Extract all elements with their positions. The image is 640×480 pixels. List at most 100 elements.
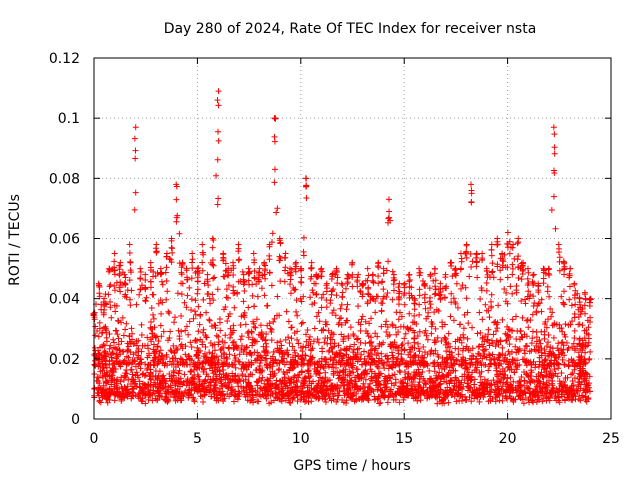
data-point — [243, 383, 250, 390]
data-point — [322, 361, 329, 368]
data-point — [190, 394, 197, 401]
data-point — [135, 361, 142, 368]
data-point — [542, 318, 549, 325]
data-point — [273, 381, 280, 388]
data-point — [404, 373, 411, 380]
data-point — [580, 375, 587, 382]
data-point — [579, 322, 586, 329]
data-point — [437, 280, 444, 287]
data-point — [585, 382, 592, 389]
data-point — [384, 384, 391, 391]
data-point — [349, 271, 356, 278]
data-point — [318, 358, 325, 365]
data-point — [556, 378, 563, 385]
data-point — [535, 300, 542, 307]
data-point — [489, 340, 496, 347]
data-point — [286, 366, 293, 373]
data-point — [171, 349, 178, 356]
data-point — [98, 330, 105, 337]
data-point — [313, 370, 320, 377]
y-axis-tick-labels: 00.020.040.060.080.10.12 — [49, 51, 80, 428]
data-point — [312, 280, 319, 287]
data-point — [122, 326, 129, 333]
data-point — [348, 393, 355, 400]
data-point — [206, 365, 213, 372]
data-point — [400, 292, 407, 299]
data-point — [520, 400, 527, 407]
data-point — [494, 325, 501, 332]
data-point — [162, 269, 169, 276]
data-point — [319, 345, 326, 352]
data-point — [358, 316, 365, 323]
data-point — [98, 352, 105, 359]
data-point — [206, 379, 213, 386]
data-point — [170, 372, 177, 379]
data-point — [400, 323, 407, 330]
data-point — [565, 389, 572, 396]
data-point — [297, 383, 304, 390]
data-point — [462, 345, 469, 352]
data-point — [463, 295, 470, 302]
data-point — [137, 365, 144, 372]
data-point — [427, 294, 434, 301]
data-point — [449, 367, 456, 374]
data-point — [519, 268, 526, 275]
data-point — [536, 300, 543, 307]
data-point — [368, 373, 375, 380]
data-point — [517, 388, 524, 395]
data-point — [555, 340, 562, 347]
data-point — [344, 279, 351, 286]
data-point — [293, 378, 300, 385]
data-point — [150, 379, 157, 386]
data-point — [153, 248, 160, 255]
data-point — [517, 381, 524, 388]
data-point — [210, 262, 217, 269]
data-point — [457, 285, 464, 292]
x-tick-label: 10 — [292, 431, 310, 447]
data-point — [430, 384, 437, 391]
data-point — [504, 240, 511, 247]
data-point — [268, 337, 275, 344]
data-point — [458, 379, 465, 386]
data-point — [561, 263, 568, 270]
data-point — [375, 370, 382, 377]
data-point — [389, 349, 396, 356]
data-point — [404, 324, 411, 331]
data-point — [499, 351, 506, 358]
data-point — [582, 389, 589, 396]
data-point — [471, 381, 478, 388]
data-point — [159, 281, 166, 288]
data-point — [530, 271, 537, 278]
data-point — [138, 282, 145, 289]
data-point — [230, 338, 237, 345]
data-point — [151, 324, 158, 331]
data-point — [447, 386, 454, 393]
data-point — [499, 344, 506, 351]
data-point — [522, 358, 529, 365]
data-point — [451, 382, 458, 389]
data-point — [537, 388, 544, 395]
data-point — [277, 257, 284, 264]
data-point — [180, 359, 187, 366]
data-point — [488, 291, 495, 298]
data-point — [579, 343, 586, 350]
data-point — [421, 330, 428, 337]
data-point — [347, 343, 354, 350]
data-point — [189, 259, 196, 266]
data-point — [307, 294, 314, 301]
data-point — [272, 115, 279, 122]
data-point — [354, 358, 361, 365]
data-point — [226, 379, 233, 386]
data-point — [200, 296, 207, 303]
data-point — [107, 351, 114, 358]
data-point — [266, 361, 273, 368]
data-point — [582, 310, 589, 317]
data-point — [551, 320, 558, 327]
data-point — [576, 321, 583, 328]
data-point — [113, 327, 120, 334]
data-point — [215, 88, 222, 95]
data-point — [347, 324, 354, 331]
data-point — [313, 291, 320, 298]
data-point — [335, 392, 342, 399]
data-point — [350, 349, 357, 356]
